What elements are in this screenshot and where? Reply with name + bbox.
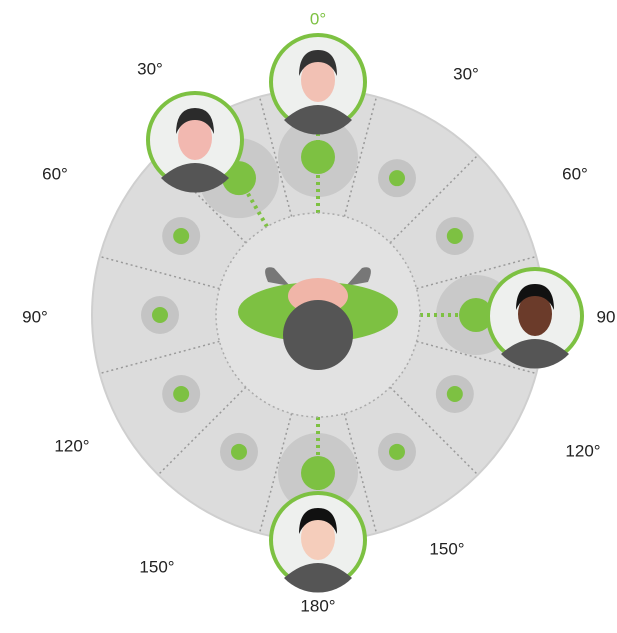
angle-label: 90° bbox=[22, 307, 48, 326]
dot bbox=[446, 386, 463, 402]
angle-label: 0° bbox=[310, 9, 326, 28]
right-ear bbox=[346, 267, 371, 286]
angle-labels: 0° 30° 30° 60° 60° 90° 90 120° 120° 150° 150° 180° bbox=[22, 9, 615, 615]
left-ear bbox=[265, 267, 290, 286]
dot bbox=[389, 170, 405, 187]
avatar-hair bbox=[299, 508, 337, 534]
angle-label: 30° bbox=[137, 59, 163, 78]
angle-label: 90 bbox=[597, 307, 616, 326]
avatars bbox=[146, 33, 584, 593]
avatar-hair bbox=[516, 284, 554, 310]
angle-label: 60° bbox=[42, 164, 68, 183]
spoke bbox=[158, 386, 247, 475]
spoke bbox=[259, 97, 293, 217]
spoke bbox=[158, 155, 247, 244]
spoke bbox=[389, 386, 478, 475]
listener bbox=[238, 267, 398, 370]
avatar-face bbox=[301, 516, 335, 560]
spoke bbox=[100, 256, 220, 290]
spokes bbox=[100, 97, 536, 533]
avatar-body bbox=[284, 563, 352, 593]
spoke bbox=[389, 155, 478, 244]
avatar-face bbox=[518, 292, 552, 336]
spoke bbox=[343, 97, 377, 217]
dot bbox=[231, 443, 247, 460]
dot bbox=[173, 386, 190, 402]
angle-label: 150° bbox=[429, 539, 464, 558]
spoke bbox=[100, 340, 220, 374]
avatar-body bbox=[501, 339, 569, 369]
avatar-hair bbox=[176, 108, 214, 134]
avatar-face bbox=[178, 116, 212, 160]
head-hair bbox=[283, 300, 353, 370]
angle-label: 120° bbox=[54, 436, 89, 455]
dot bbox=[152, 307, 168, 323]
dot bbox=[301, 456, 335, 490]
dot bbox=[446, 228, 463, 244]
avatar-face bbox=[301, 58, 335, 102]
angle-label: 150° bbox=[139, 557, 174, 576]
spoke bbox=[416, 256, 536, 290]
angle-label: 30° bbox=[453, 64, 479, 83]
angle-label: 180° bbox=[300, 596, 335, 615]
angle-label: 60° bbox=[562, 164, 588, 183]
spoke bbox=[343, 413, 377, 533]
dot bbox=[459, 298, 493, 332]
avatar-hair bbox=[299, 50, 337, 76]
dot bbox=[173, 228, 190, 244]
dot bbox=[301, 140, 335, 174]
spoke bbox=[416, 340, 536, 374]
spoke bbox=[259, 413, 293, 533]
angle-label: 120° bbox=[565, 441, 600, 460]
avatar-body bbox=[161, 163, 229, 193]
avatar-body bbox=[284, 105, 352, 135]
dot bbox=[389, 443, 405, 460]
